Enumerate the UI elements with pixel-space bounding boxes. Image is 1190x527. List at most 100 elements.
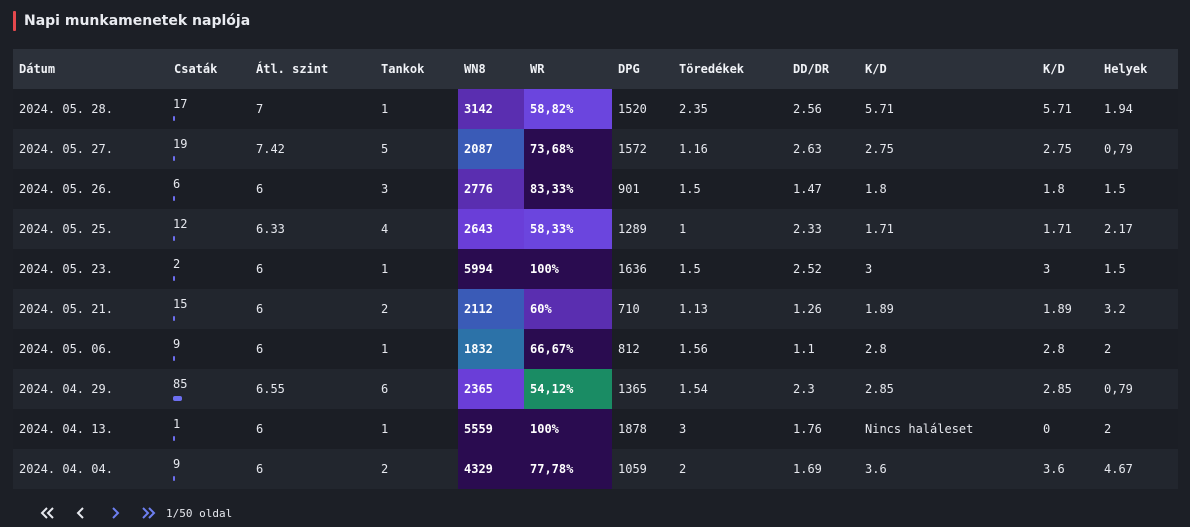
column-header-dd-dr[interactable]: DD/DR — [787, 49, 859, 89]
cell-battles: 12 — [168, 209, 250, 249]
cell-avg-tier: 6 — [250, 289, 375, 329]
cell-battles: 9 — [168, 329, 250, 369]
panel-title: Napi munkamenetek naplója — [24, 13, 251, 29]
previous-page-button[interactable] — [64, 503, 98, 523]
cell-wn8: 2643 — [458, 209, 524, 249]
cell-tanks: 2 — [375, 449, 458, 489]
next-page-button[interactable] — [98, 503, 132, 523]
cell-dpg: 1572 — [612, 129, 673, 169]
cell-kd-value: 2.8 — [1037, 329, 1098, 369]
cell-dd-dr: 1.1 — [787, 329, 859, 369]
cell-spots: 0,79 — [1098, 129, 1178, 169]
cell-wn8: 2087 — [458, 129, 524, 169]
cell-wr: 77,78% — [524, 449, 612, 489]
cell-dpg: 1365 — [612, 369, 673, 409]
table-row: 2024. 05. 27. 19 7.42 5 2087 73,68% 1572 1.16 2.… — [13, 129, 1178, 169]
cell-spots: 2 — [1098, 329, 1178, 369]
cell-spots: 2.17 — [1098, 209, 1178, 249]
battles-bar — [173, 316, 175, 321]
table-row: 2024. 05. 28. 17 7 1 3142 58,82% 1520 2.35 2.56 5… — [13, 89, 1178, 129]
cell-wn8: 5559 — [458, 409, 524, 449]
battles-count: 19 — [173, 137, 188, 151]
column-header-kd-value[interactable]: K/D — [1037, 49, 1098, 89]
cell-frags: 1.56 — [673, 329, 787, 369]
column-header-spots[interactable]: Helyek — [1098, 49, 1178, 89]
cell-dpg: 1059 — [612, 449, 673, 489]
battles-bar — [173, 356, 175, 361]
column-header-avg-tier[interactable]: Átl. szint — [250, 49, 375, 89]
column-header-frags[interactable]: Töredékek — [673, 49, 787, 89]
cell-frags: 1.16 — [673, 129, 787, 169]
cell-dd-dr: 1.76 — [787, 409, 859, 449]
cell-date: 2024. 05. 06. — [13, 329, 168, 369]
double-chevron-left-icon — [40, 507, 54, 519]
cell-dpg: 901 — [612, 169, 673, 209]
title-accent-bar — [13, 11, 16, 31]
battles-count: 12 — [173, 217, 188, 231]
cell-kd-value: 1.89 — [1037, 289, 1098, 329]
cell-spots: 0,79 — [1098, 369, 1178, 409]
column-header-date[interactable]: Dátum — [13, 49, 168, 89]
battles-count: 2 — [173, 257, 181, 271]
battles-bar — [173, 116, 175, 121]
cell-kd: 1.71 — [859, 209, 1037, 249]
table-row: 2024. 04. 04. 9 6 2 4329 77,78% 1059 2 1.69 3.6 3.… — [13, 449, 1178, 489]
cell-frags: 2.35 — [673, 89, 787, 129]
cell-wr: 58,33% — [524, 209, 612, 249]
table-row: 2024. 04. 13. 1 6 1 5559 100% 1878 3 1.76 Nincs h… — [13, 409, 1178, 449]
column-header-wn8[interactable]: WN8 — [458, 49, 524, 89]
cell-spots: 1.5 — [1098, 169, 1178, 209]
cell-avg-tier: 6 — [250, 449, 375, 489]
cell-avg-tier: 6 — [250, 249, 375, 289]
cell-avg-tier: 6.33 — [250, 209, 375, 249]
cell-kd: 3.6 — [859, 449, 1037, 489]
cell-date: 2024. 05. 21. — [13, 289, 168, 329]
cell-kd: Nincs haláleset — [859, 409, 1037, 449]
cell-tanks: 1 — [375, 249, 458, 289]
cell-battles: 9 — [168, 449, 250, 489]
cell-dpg: 1520 — [612, 89, 673, 129]
cell-kd: 1.8 — [859, 169, 1037, 209]
column-header-kd[interactable]: K/D — [859, 49, 1037, 89]
cell-date: 2024. 05. 28. — [13, 89, 168, 129]
cell-wn8: 2365 — [458, 369, 524, 409]
column-header-dpg[interactable]: DPG — [612, 49, 673, 89]
column-header-tanks[interactable]: Tankok — [375, 49, 458, 89]
cell-tanks: 2 — [375, 289, 458, 329]
cell-avg-tier: 6 — [250, 409, 375, 449]
first-page-button[interactable] — [30, 503, 64, 523]
cell-kd-value: 2.85 — [1037, 369, 1098, 409]
cell-dd-dr: 2.63 — [787, 129, 859, 169]
cell-date: 2024. 05. 27. — [13, 129, 168, 169]
cell-wr: 54,12% — [524, 369, 612, 409]
cell-tanks: 1 — [375, 89, 458, 129]
cell-kd-value: 3 — [1037, 249, 1098, 289]
page-indicator: 1/50 oldal — [166, 506, 233, 520]
cell-dpg: 812 — [612, 329, 673, 369]
cell-spots: 1.5 — [1098, 249, 1178, 289]
cell-kd: 5.71 — [859, 89, 1037, 129]
cell-wn8: 4329 — [458, 449, 524, 489]
last-page-button[interactable] — [132, 503, 166, 523]
cell-date: 2024. 04. 13. — [13, 409, 168, 449]
cell-spots: 2 — [1098, 409, 1178, 449]
battles-count: 1 — [173, 417, 181, 431]
battles-bar — [173, 156, 175, 161]
cell-tanks: 1 — [375, 329, 458, 369]
table-row: 2024. 04. 29. 85 6.55 6 2365 54,12% 1365 1.54 2.… — [13, 369, 1178, 409]
cell-frags: 1.13 — [673, 289, 787, 329]
column-header-wr[interactable]: WR — [524, 49, 612, 89]
cell-frags: 1.54 — [673, 369, 787, 409]
battles-bar — [173, 476, 175, 481]
column-header-battles[interactable]: Csaták — [168, 49, 250, 89]
cell-wn8: 5994 — [458, 249, 524, 289]
cell-spots: 3.2 — [1098, 289, 1178, 329]
battles-count: 6 — [173, 177, 181, 191]
battles-bar — [173, 196, 175, 201]
cell-wn8: 2112 — [458, 289, 524, 329]
cell-tanks: 1 — [375, 409, 458, 449]
battles-count: 9 — [173, 457, 181, 471]
cell-date: 2024. 04. 29. — [13, 369, 168, 409]
cell-wr: 58,82% — [524, 89, 612, 129]
